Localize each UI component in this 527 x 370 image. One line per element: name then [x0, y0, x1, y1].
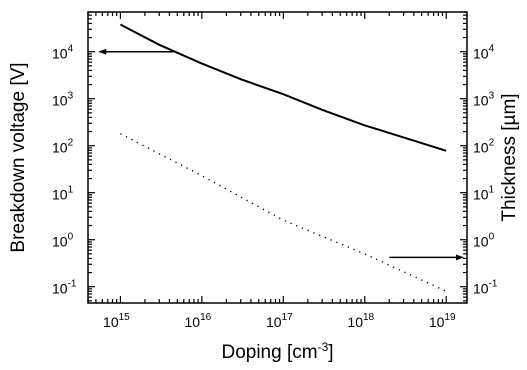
y-tick-exp: -1	[489, 279, 498, 290]
y-tick-base: 10	[473, 46, 489, 62]
y-tick-exp: 3	[489, 91, 495, 102]
y-tick-base: 10	[52, 140, 68, 156]
annotations	[98, 48, 464, 261]
y-tick-base: 10	[473, 93, 489, 109]
y-tick-exp: -1	[68, 279, 77, 290]
y-tick-label-left: 102	[52, 138, 74, 156]
x-tick-base: 10	[185, 314, 201, 330]
y-tick-exp: 4	[68, 44, 74, 55]
y-tick-base: 10	[52, 187, 68, 203]
y-tick-base: 10	[52, 93, 68, 109]
y-tick-exp: 3	[68, 91, 74, 102]
x-tick-base: 10	[347, 314, 363, 330]
axes-ticks	[87, 11, 467, 303]
x-tick-label: 1018	[347, 312, 374, 330]
x-axis-title-sup: -3	[318, 340, 329, 354]
x-tick-exp: 18	[363, 312, 375, 323]
y-axis-right-title: Thickness [µm]	[499, 93, 520, 221]
y-tick-label-left: 100	[52, 232, 74, 250]
y-tick-exp: 0	[489, 232, 495, 243]
y-tick-label-right: 104	[473, 44, 495, 62]
y-tick-label-right: 10-1	[473, 279, 498, 297]
x-axis-title-main: Doping [cm	[221, 342, 317, 363]
x-tick-exp: 19	[444, 312, 456, 323]
y-tick-base: 10	[473, 281, 489, 297]
y-tick-base: 10	[52, 234, 68, 250]
plot-frame	[87, 11, 468, 304]
y-axis-left-title: Breakdown voltage [V]	[8, 62, 29, 252]
y-tick-label-right: 100	[473, 232, 495, 250]
x-axis-title-tail: ]	[328, 342, 333, 363]
y-tick-base: 10	[473, 140, 489, 156]
breakdown-voltage-series-line	[119, 23, 447, 152]
y-tick-exp: 2	[68, 138, 74, 149]
thickness-series-line	[120, 133, 447, 292]
y-tick-label-right: 103	[473, 91, 495, 109]
y-tick-exp: 2	[489, 138, 495, 149]
plot-series	[119, 23, 447, 292]
y-tick-exp: 4	[489, 44, 495, 55]
y-tick-base: 10	[52, 46, 68, 62]
y-tick-base: 10	[473, 187, 489, 203]
y-tick-exp: 1	[68, 185, 74, 196]
y-tick-exp: 0	[68, 232, 74, 243]
y-tick-label-left: 101	[52, 185, 74, 203]
y-tick-label-left: 10-1	[52, 279, 77, 297]
x-tick-exp: 15	[119, 312, 131, 323]
y-tick-base: 10	[473, 234, 489, 250]
tick-labels: 1015 1016 1017 1018 101910-11001011021031041…	[52, 44, 498, 330]
x-tick-label: 1016	[185, 312, 212, 330]
x-tick-base: 10	[429, 314, 445, 330]
y-tick-label-left: 104	[52, 44, 74, 62]
x-axis-title: Doping [cm-3]	[221, 340, 333, 363]
x-tick-base: 10	[103, 314, 119, 330]
x-tick-label: 1017	[266, 312, 293, 330]
y-tick-label-right: 101	[473, 185, 495, 203]
x-tick-exp: 17	[282, 312, 294, 323]
x-tick-exp: 16	[200, 312, 212, 323]
y-tick-base: 10	[52, 281, 68, 297]
x-tick-label: 1019	[429, 312, 456, 330]
y-tick-label-right: 102	[473, 138, 495, 156]
x-tick-base: 10	[266, 314, 282, 330]
x-tick-label: 1015	[103, 312, 130, 330]
y-tick-label-left: 103	[52, 91, 74, 109]
y-tick-exp: 1	[489, 185, 495, 196]
